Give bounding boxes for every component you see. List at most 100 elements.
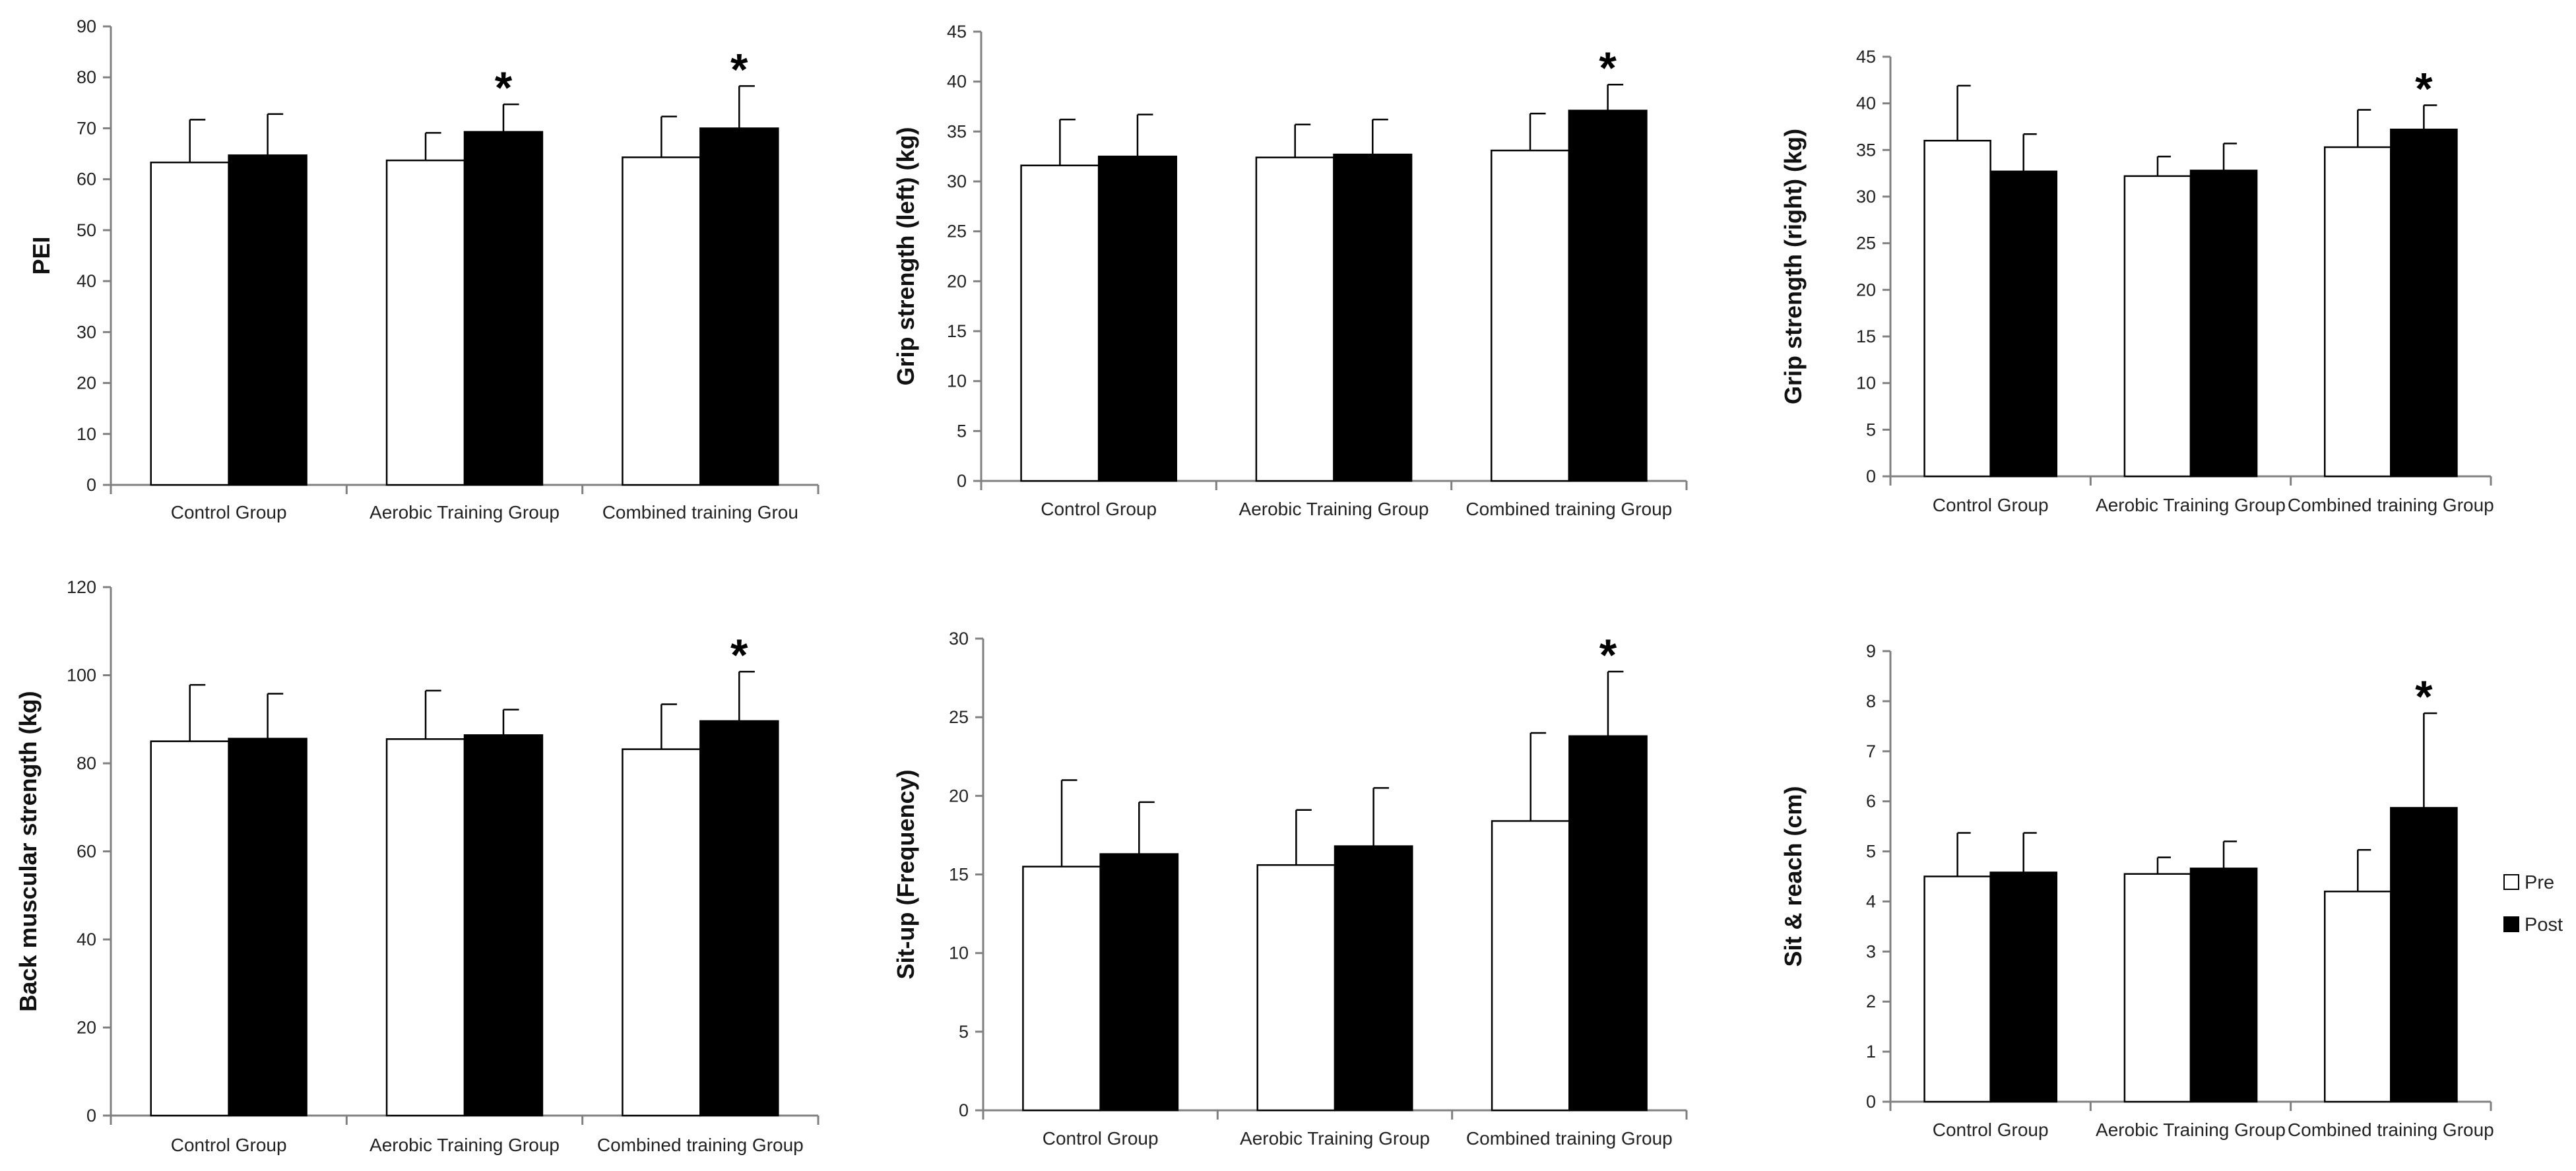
bar-pre [2323,891,2392,1103]
chart-panel-2: 0 5 10 15 20 25 30 35 40 45 Control Group Aerobic T… [892,22,1688,519]
y-axis-title: Grip strength (right) (kg) [1780,129,1807,404]
bar-post [1097,155,1178,482]
y-tick-label: 100 [67,666,96,685]
y-tick-label: 9 [1866,641,1876,661]
y-tick-label: 5 [957,421,967,441]
y-tick-label: 5 [959,1022,969,1042]
y-tick-label: 7 [1866,742,1876,761]
y-tick-label: 15 [947,321,967,341]
y-axis-title: Grip strength (left) (kg) [892,127,919,386]
chart-panel-4: 0 20 40 60 80 100 120 Control Group Aerobic Trai… [15,577,820,1155]
bar-post [1568,735,1648,1112]
y-tick-label: 4 [1866,891,1876,911]
y-tick-label: 20 [1856,280,1876,300]
category-label: Aerobic Training Group [370,502,560,522]
y-tick-label: 0 [1866,1092,1876,1112]
y-tick-label: 40 [947,72,967,92]
y-tick-label: 10 [947,371,967,391]
bar-post [1989,871,2058,1103]
bar-post [699,720,779,1117]
bar-pre [622,156,701,486]
y-tick-label: 15 [949,865,969,885]
category-label: Control Group [1041,499,1157,519]
chart-panel-5: 0 5 10 15 20 25 30 Control Group Aerobic Trainin… [892,629,1688,1149]
significance-marker: * [2415,63,2433,113]
y-tick-label: 120 [67,577,96,597]
category-label: Aerobic Training Group [2096,495,2286,515]
bar-pre [150,740,230,1117]
category-label: Control Group [171,502,287,522]
bar-post [2189,170,2258,478]
y-tick-label: 10 [77,424,96,444]
bar-pre [385,159,466,486]
y-tick-label: 60 [77,842,96,862]
y-tick-label: 0 [957,471,967,491]
y-tick-label: 0 [86,1106,96,1125]
bar-post [699,127,779,486]
category-label: Combined training Group [1465,499,1672,519]
y-tick-label: 3 [1866,941,1876,961]
y-tick-label: 35 [1856,140,1876,160]
bar-post [228,738,307,1117]
y-tick-label: 30 [949,629,969,649]
bar-pre [1490,149,1570,482]
significance-marker: * [1599,43,1617,93]
bar-pre [622,748,701,1117]
bar-post [228,154,307,486]
bar-post [1568,110,1648,482]
bar-pre [1256,864,1336,1112]
y-tick-label: 30 [1856,187,1876,206]
significance-marker: * [2415,672,2433,722]
y-tick-label: 0 [959,1100,969,1120]
y-tick-label: 2 [1866,992,1876,1011]
category-label: Combined training Group [2288,495,2494,515]
bar-pre [1923,875,1991,1103]
y-tick-label: 1 [1866,1042,1876,1061]
chart-panel-3: 0 5 10 15 20 25 30 35 40 45 Control Group Aerobic T… [1780,47,2494,515]
bar-pre [150,161,230,486]
category-label: Aerobic Training Group [1240,1128,1430,1149]
bar-pre [1923,139,1991,478]
y-tick-label: 20 [949,786,969,806]
y-tick-label: 8 [1866,691,1876,711]
y-tick-label: 30 [947,172,967,191]
y-tick-label: 0 [1866,466,1876,486]
y-tick-label: 45 [1856,47,1876,67]
y-tick-label: 50 [77,220,96,240]
category-label: Combined training Group [2288,1120,2494,1140]
y-tick-label: 5 [1866,420,1876,439]
category-label: Aerobic Training Group [370,1135,560,1155]
y-tick-label: 70 [77,118,96,138]
y-tick-label: 20 [77,373,96,393]
y-tick-label: 25 [1856,234,1876,253]
legend-label-post: Post [2525,914,2563,935]
bar-post [2189,868,2258,1103]
bar-post [1333,153,1413,482]
legend: Pre Post [2503,872,2563,935]
y-tick-label: 6 [1866,792,1876,811]
y-tick-label: 25 [949,707,969,727]
bar-post [2390,128,2458,478]
y-tick-label: 20 [77,1018,96,1038]
y-tick-label: 25 [947,222,967,241]
y-tick-label: 90 [77,16,96,36]
category-label: Control Group [171,1135,287,1155]
chart-panel-1: 0 10 20 30 40 50 60 70 80 90 Control Group Aerobic … [28,16,820,522]
y-axis-title: Back muscular strength (kg) [15,691,42,1011]
bar-pre [2323,146,2392,478]
category-label: Control Group [1043,1128,1159,1149]
bar-pre [1491,820,1570,1112]
bar-post [2390,807,2458,1103]
bar-post [463,734,544,1117]
y-tick-label: 40 [1856,94,1876,113]
y-tick-label: 0 [86,475,96,495]
bar-pre [1020,164,1100,482]
y-tick-label: 45 [947,22,967,42]
category-label: Combined training Grou [602,502,798,522]
y-tick-label: 80 [77,753,96,773]
y-tick-label: 30 [77,322,96,342]
y-tick-label: 80 [77,67,96,87]
chart-panel-6: 0 1 2 3 4 5 6 7 8 9 Control Group Aerobic Training … [1780,641,2494,1140]
